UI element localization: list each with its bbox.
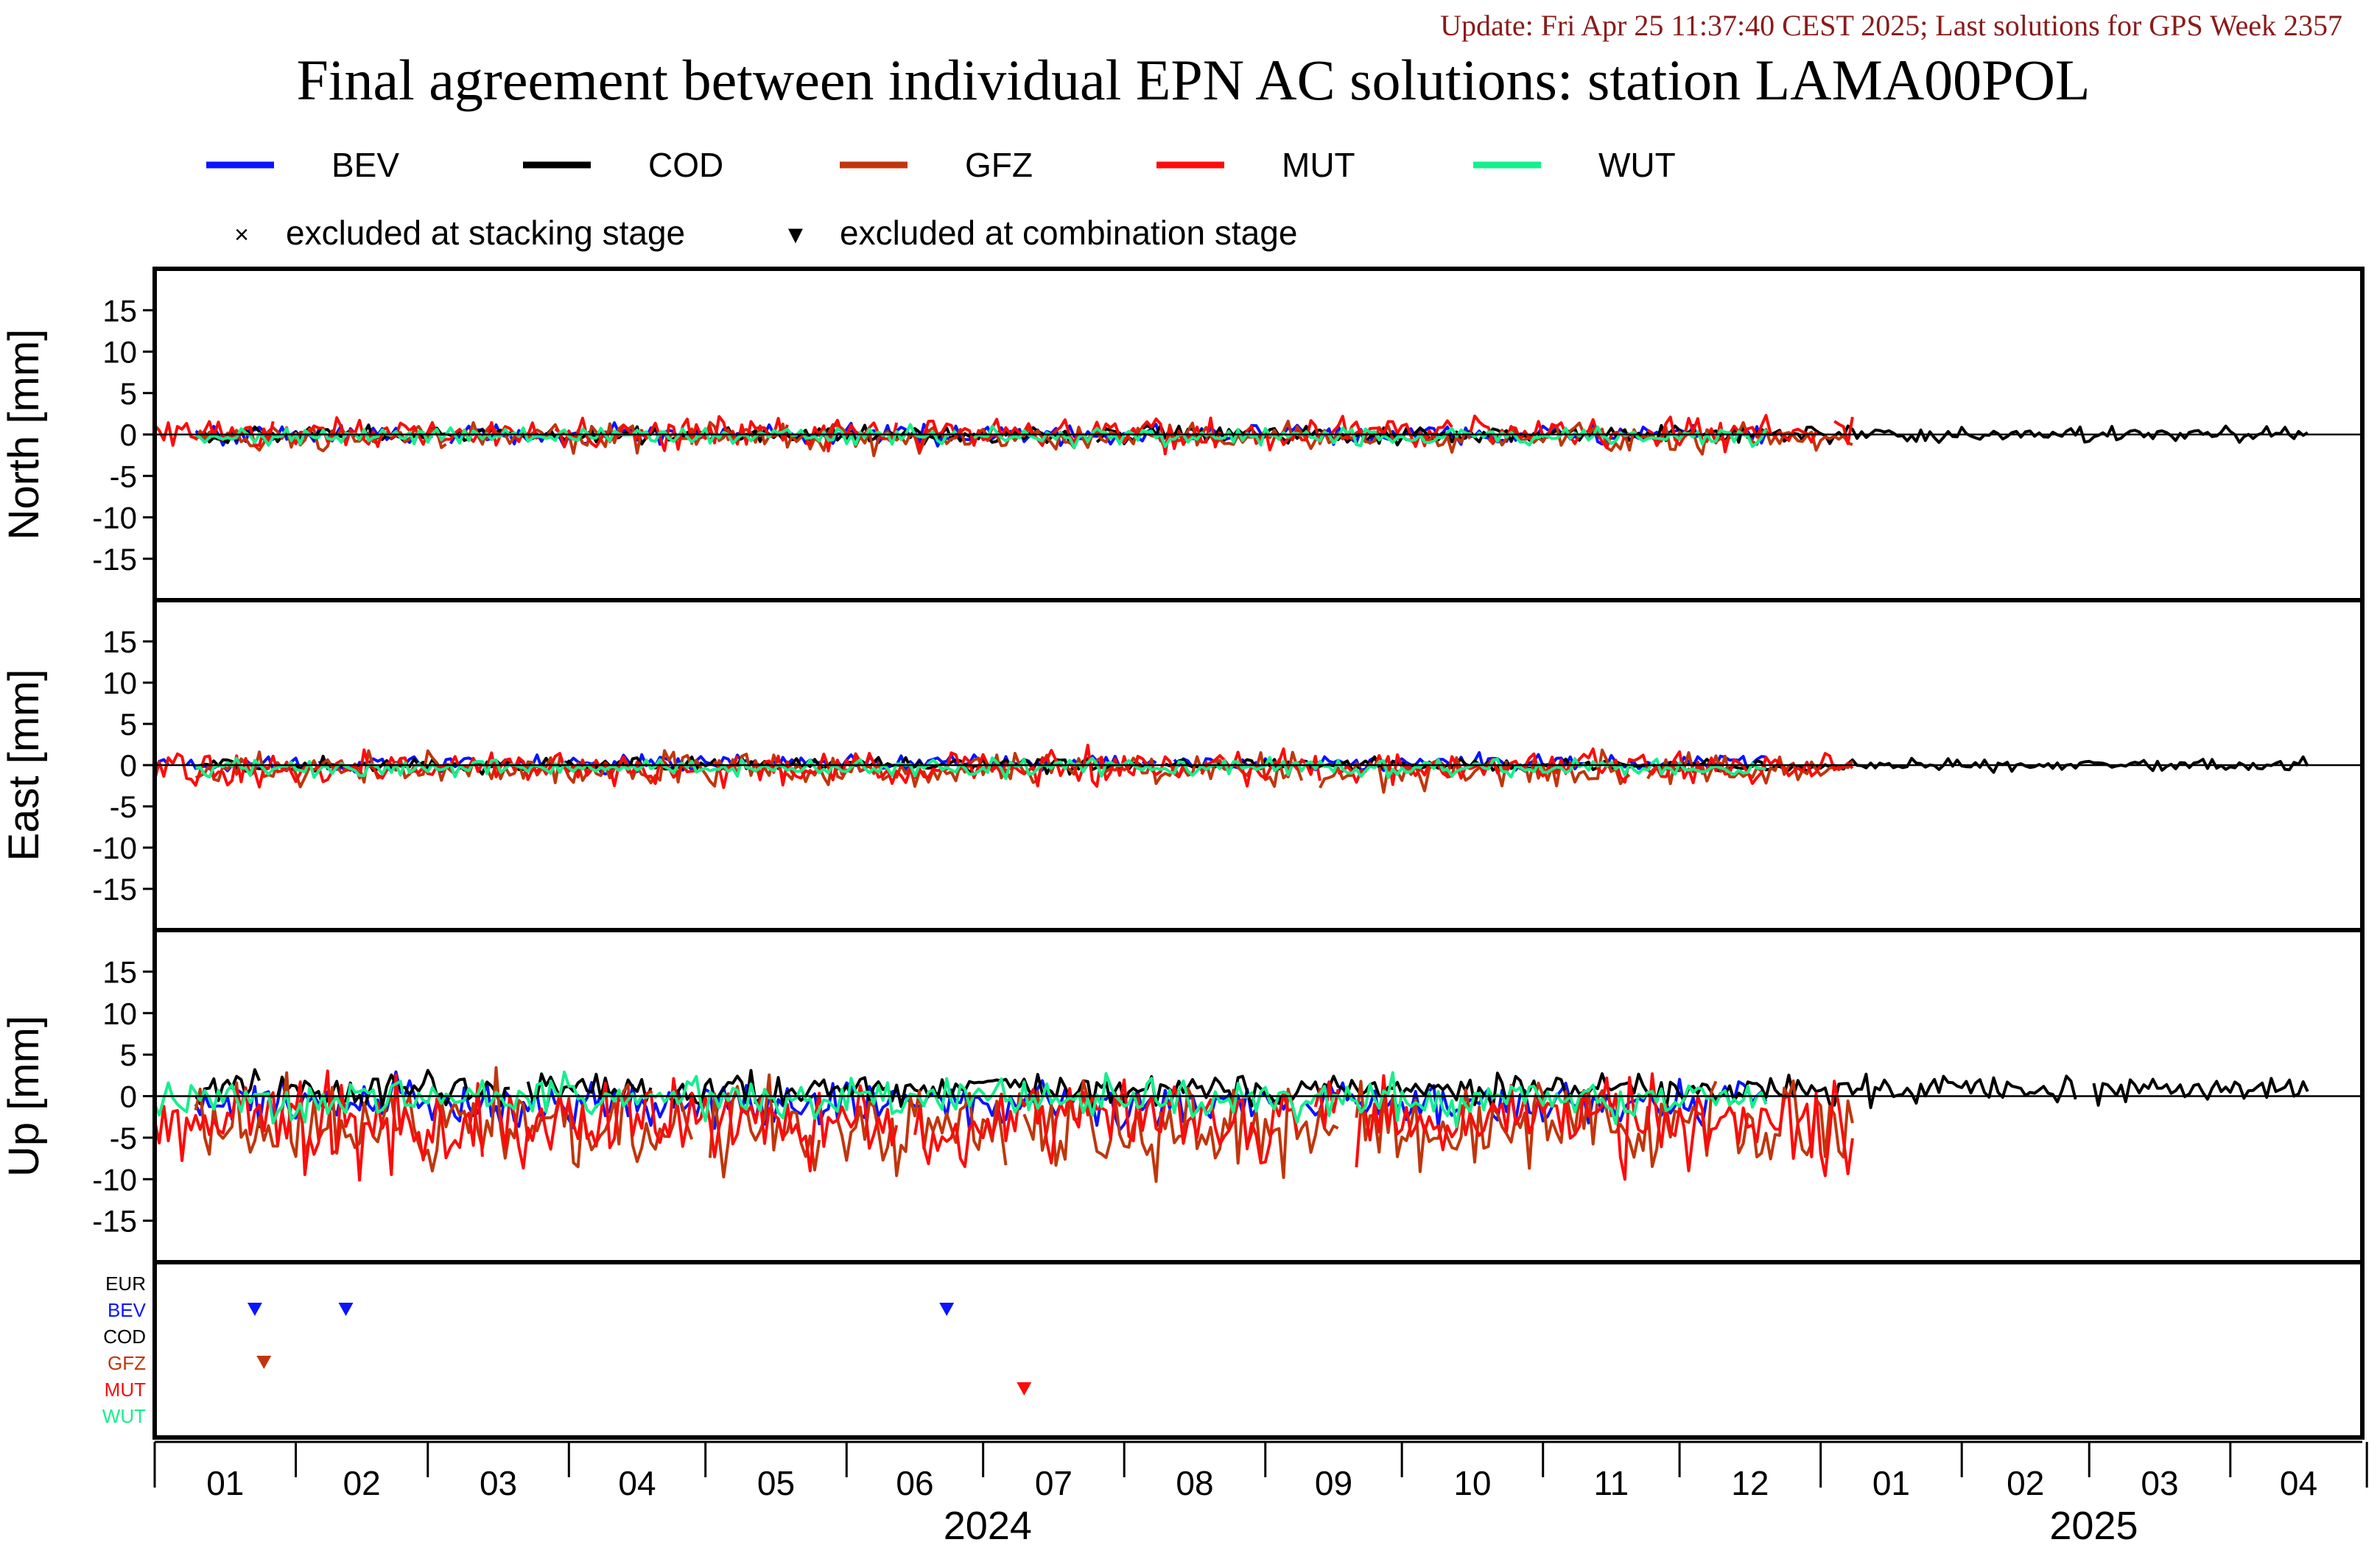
x-axis: 01 02 03 04 05 06 07 08 09 10 11 12 01 02 03 04 2024 2025 (153, 1440, 2368, 1545)
series-line-mut (754, 743, 1185, 788)
y-tick-label: 15 (102, 624, 137, 659)
series-line-wut (194, 423, 957, 447)
legend-label-gfz: GFZ (965, 146, 1033, 184)
legend-marker-label: excluded at combination stage (840, 214, 1297, 252)
series-line-wut (195, 756, 1766, 781)
y-tick-label: -15 (92, 542, 137, 577)
exclusion-row-label: BEV (108, 1299, 147, 1321)
series-line-gfz (659, 420, 1472, 457)
series-line-mut (913, 416, 1221, 456)
series-line-cod (2092, 1077, 2309, 1107)
y-tick-label: -10 (92, 501, 137, 535)
y-tick-label: -10 (92, 1162, 137, 1197)
legend-label-bev: BEV (331, 146, 399, 184)
series-line-mut (1355, 1072, 1854, 1181)
exclusion-marker-mut (1017, 1382, 1032, 1396)
y-tick-label: 0 (120, 1080, 137, 1114)
y-tick-label: 10 (102, 335, 137, 370)
exclusion-row-label: GFZ (108, 1352, 146, 1374)
x-month-label: 02 (2007, 1464, 2044, 1502)
y-tick-label: 0 (120, 418, 137, 452)
series-line-bev (449, 421, 1699, 448)
y-tick-label: 10 (102, 666, 137, 700)
exclusion-marker-bev (247, 1303, 262, 1316)
x-month-label: 01 (206, 1464, 244, 1502)
x-month-label: 10 (1453, 1464, 1491, 1502)
series-line-wut (153, 1070, 1768, 1128)
series-line-mut (913, 1078, 1299, 1169)
panel-up: 15 10 5 0 -5 -10 -15 Up [mm] (0, 928, 2365, 1264)
series-line-mut (805, 418, 899, 453)
y-tick-label: 5 (120, 376, 137, 411)
y-tick-label: 15 (102, 293, 137, 328)
y-tick-label: 10 (102, 996, 137, 1031)
y-tick-label: 5 (120, 707, 137, 742)
y-tick-label: -5 (110, 459, 137, 493)
x-month-label: 09 (1315, 1464, 1352, 1502)
panel-north: 15 10 5 0 -5 -10 -15 North [mm] (0, 267, 2365, 602)
y-tick-label: 15 (102, 954, 137, 989)
y-axis-label: Up [mm] (0, 1016, 48, 1177)
series-line-cod (194, 1068, 261, 1105)
series-line-mut (1237, 415, 1453, 451)
legend-label-mut: MUT (1282, 146, 1355, 184)
exclusion-row-label: WUT (102, 1405, 146, 1427)
legend: BEV COD GFZ MUT WUT × excluded at stacking sta… (206, 146, 1676, 252)
y-tick-label: 5 (120, 1038, 137, 1072)
y-tick-label: 0 (120, 748, 137, 783)
y-tick-label: -5 (110, 789, 137, 824)
series-line-mut (1337, 747, 1854, 786)
x-month-label: 01 (1872, 1464, 1910, 1502)
chart-title: Final agreement between individual EPN A… (296, 48, 2090, 112)
series-line-wut (973, 424, 1768, 449)
x-month-label: 03 (480, 1464, 517, 1502)
x-month-label: 05 (757, 1464, 795, 1502)
exclusion-marker-gfz (256, 1356, 272, 1369)
exclusion-marker-bev (338, 1303, 354, 1316)
exclusion-marker-bev (939, 1303, 955, 1316)
legend-marker-symbol: ▼ (783, 221, 808, 249)
y-axis-label: North [mm] (0, 329, 48, 541)
legend-marker-label: excluded at stacking stage (286, 214, 685, 252)
series-line-mut (1646, 414, 1818, 454)
legend-label-wut: WUT (1598, 146, 1676, 184)
series-line-gfz (194, 425, 447, 453)
update-text: Update: Fri Apr 25 11:37:40 CEST 2025; L… (1440, 9, 2342, 42)
panels: 15 10 5 0 -5 -10 -15 North [mm] 15 10 5 0 -5 -10 -15 Ea… (0, 267, 2365, 1440)
y-tick-label: -10 (92, 831, 137, 865)
x-month-label: 04 (2280, 1464, 2317, 1502)
y-tick-label: -5 (110, 1121, 137, 1155)
x-month-label: 04 (618, 1464, 656, 1502)
exclusion-row-label: COD (103, 1326, 146, 1348)
y-tick-label: -15 (92, 1204, 137, 1239)
x-month-label: 12 (1731, 1464, 1769, 1502)
series-line-cod (526, 1072, 653, 1102)
y-axis-label: East [mm] (0, 669, 48, 861)
panel-east: 15 10 5 0 -5 -10 -15 East [mm] (0, 598, 2365, 932)
panel-frame (152, 1260, 2365, 1440)
series-line-mut (554, 415, 789, 452)
panel-exclusions: EUR BEV COD GFZ MUT WUT (102, 1260, 2365, 1440)
y-tick-label: -15 (92, 872, 137, 907)
exclusion-row-label: EUR (105, 1273, 146, 1295)
exclusion-row-label: MUT (105, 1379, 146, 1401)
series-line-mut (153, 1069, 484, 1182)
series-line-mut (499, 1077, 899, 1172)
legend-label-cod: COD (648, 146, 723, 184)
x-year-label: 2025 (2049, 1504, 2138, 1545)
series-line-gfz (708, 1073, 821, 1179)
x-month-label: 03 (2141, 1464, 2178, 1502)
x-month-label: 08 (1176, 1464, 1213, 1502)
x-month-label: 11 (1594, 1464, 1629, 1502)
x-month-label: 02 (343, 1464, 381, 1502)
x-year-label: 2024 (944, 1504, 1032, 1545)
x-month-label: 06 (896, 1464, 933, 1502)
x-month-label: 07 (1035, 1464, 1073, 1502)
series-line-mut (1200, 747, 1321, 788)
legend-marker-symbol: × (234, 221, 249, 249)
